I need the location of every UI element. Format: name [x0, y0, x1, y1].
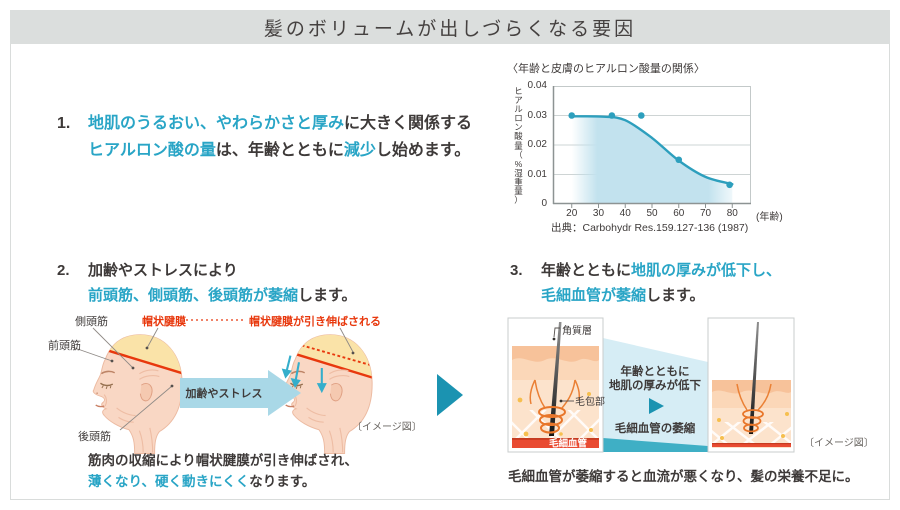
section-1-number: 1. — [57, 115, 71, 132]
connector-text-3: 毛細血管の萎縮 — [615, 421, 696, 435]
plain-text: 筋肉の収縮により帽状腱膜が引き伸ばされ、 — [88, 453, 358, 468]
y-tick-label: 0.04 — [527, 80, 547, 91]
plain-text: します。 — [646, 287, 705, 304]
x-tick-label: 70 — [699, 208, 712, 219]
skin-diagram: 角質層 毛包部 毛細血管 — [507, 317, 874, 453]
arrow-down-right-icon — [649, 398, 664, 414]
section-3-note: 毛細血管が萎縮すると血流が悪くなり、髪の栄養不足に。 — [508, 465, 858, 485]
section-3-heading: 3. 年齢とともに地肌の厚みが低下し、 毛細血管が萎縮します。 — [510, 258, 781, 308]
pointer-lines — [71, 327, 354, 431]
y-tick-label: 0.03 — [527, 109, 547, 121]
y-tick-label: 0.02 — [527, 139, 547, 150]
highlight-text: ヒアルロン酸の量 — [88, 142, 216, 159]
plain-text: なります。 — [249, 474, 316, 489]
aging-stress-arrow-icon: 加齢やストレス — [180, 370, 301, 416]
highlight-text: 減少 — [343, 142, 376, 159]
follicle-coil — [538, 406, 566, 434]
x-tick-label: 20 — [566, 208, 578, 219]
plain-text: します。 — [298, 287, 357, 304]
occipital-muscle-label: 後頭筋 — [78, 429, 111, 443]
section-2-text: 加齢やストレスにより 前頭筋、側頭筋、後頭筋が萎縮します。 — [88, 258, 357, 308]
plain-text: 年齢とともに — [541, 262, 632, 279]
chart-title: 〈年齢と皮膚のヒアルロン酸量の関係〉 — [507, 63, 705, 75]
capillary-band — [603, 438, 708, 452]
frontal-muscle-label: 前頭筋 — [48, 338, 81, 352]
y-tick-label: 0 — [541, 198, 547, 209]
highlight-text: 薄くなり、硬く動きにくく — [88, 474, 250, 489]
x-tick-label: 60 — [673, 208, 685, 219]
galea-label: 帽状腱膜 — [142, 314, 186, 328]
stratum-corneum-label: 角質層 — [562, 324, 592, 337]
x-tick-label: 30 — [592, 208, 605, 219]
section-1-heading: 1. 地肌のうるおい、やわらかさと厚みに大きく関係する ヒアルロン酸の量は、年齢… — [57, 110, 472, 164]
plain-text: に大きく関係する — [344, 115, 473, 132]
highlight-text: 毛細血管が萎縮 — [541, 287, 647, 304]
galea-stretched-label: 帽状腱膜が引き伸ばされる — [249, 314, 381, 328]
highlight-text: 地肌の厚みが低下し、 — [631, 262, 782, 279]
temporal-muscle-label: 側頭筋 — [75, 314, 108, 328]
follicle-coil — [742, 409, 764, 433]
aging-stress-arrow-label: 加齢やストレス — [185, 386, 263, 400]
skin-box-before: 角質層 毛包部 毛細血管 — [507, 317, 605, 453]
image-note: 〔イメージ図〕 — [352, 421, 422, 433]
plain-text: 毛細血管が萎縮すると血流が悪くなり、髪の栄養不足に。 — [508, 469, 859, 484]
pointer-dots — [110, 346, 355, 388]
highlight-text: 地肌のうるおい、やわらかさと厚み — [88, 115, 345, 132]
connector-text-1: 年齢とともに — [621, 364, 690, 378]
image-note: 〔イメージ図〕 — [804, 437, 874, 449]
section-2-note: 筋肉の収縮により帽状腱膜が引き伸ばされ、 薄くなり、硬く動きにくくなります。 — [88, 450, 358, 492]
hyaluronic-acid-chart: 〈年齢と皮膚のヒアルロン酸量の関係〉 ヒアルロン酸量（% 湿重量） (年齢) 出典… — [505, 60, 815, 240]
chart-plot-area — [552, 86, 751, 208]
section-1-text: 地肌のうるおい、やわらかさと厚みに大きく関係する ヒアルロン酸の量は、年齢ととも… — [88, 110, 472, 164]
capillary-label: 毛細血管 — [549, 438, 588, 450]
page-title: 髪のボリュームが出しづらくなる要因 — [263, 17, 637, 40]
skin-box-after — [707, 317, 795, 453]
x-tick-label: 80 — [726, 208, 738, 219]
connector-text-2: 地肌の厚みが低下 — [609, 378, 701, 392]
section-3-number: 3. — [510, 262, 523, 279]
y-tick-label: 0.01 — [527, 168, 547, 180]
section-2-number: 2. — [57, 262, 70, 279]
plain-text: し始めます。 — [375, 142, 471, 159]
highlight-text: 前頭筋、側頭筋、後頭筋が萎縮 — [88, 287, 299, 304]
x-tick-label: 50 — [646, 208, 658, 219]
connector — [603, 338, 708, 452]
chart-x-axis-label: (年齢) — [756, 212, 783, 223]
arrow-right-icon — [437, 374, 463, 416]
chart-y-axis-label: ヒアルロン酸量（% 湿重量） — [514, 86, 523, 206]
plain-text: は、年齢とともに — [215, 142, 344, 159]
section-3-text: 年齢とともに地肌の厚みが低下し、 毛細血管が萎縮します。 — [541, 258, 781, 308]
follicle-label: 毛包部 — [575, 395, 605, 408]
chart-source: 出典：Carbohydr Res.159.127-136 (1987) — [551, 222, 749, 234]
section-2-heading: 2. 加齢やストレスにより 前頭筋、側頭筋、後頭筋が萎縮します。 — [57, 258, 357, 308]
pull-arrows-icon — [281, 355, 327, 394]
chart-canvas — [552, 86, 751, 208]
x-tick-label: 40 — [619, 208, 631, 219]
plain-text: 加齢やストレスにより — [88, 262, 238, 279]
hair-strand — [749, 322, 759, 434]
muscle-diagram: 加齢やストレス 側頭筋 帽状腱膜 帽状腱膜が引き伸ばされる 前頭筋 後頭筋 〔イ… — [48, 314, 422, 454]
title-bar: 髪のボリュームが出しづらくなる要因 — [10, 10, 890, 44]
